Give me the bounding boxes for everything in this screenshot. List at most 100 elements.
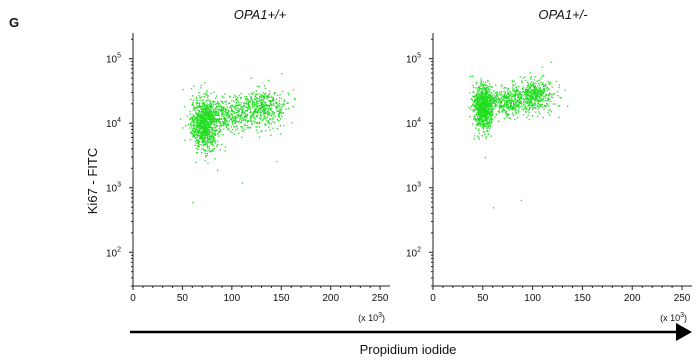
data-point — [541, 90, 543, 92]
data-point — [196, 99, 198, 102]
data-point — [491, 121, 493, 123]
data-point — [257, 114, 259, 117]
data-point — [542, 83, 544, 85]
data-point — [263, 97, 265, 99]
data-point — [484, 101, 486, 103]
data-point — [507, 100, 509, 103]
data-point — [193, 131, 195, 133]
data-point — [488, 94, 490, 96]
data-point — [202, 126, 205, 128]
data-point — [512, 115, 515, 117]
data-point — [523, 91, 525, 94]
data-point — [227, 124, 229, 127]
data-point — [474, 105, 477, 107]
data-point — [215, 130, 217, 132]
data-point — [482, 101, 485, 104]
data-point — [473, 110, 475, 113]
data-point — [244, 115, 247, 117]
data-point — [255, 126, 257, 128]
data-point — [213, 148, 216, 150]
data-point — [203, 108, 205, 110]
data-point — [485, 90, 487, 93]
data-point — [244, 112, 246, 115]
data-point — [535, 98, 537, 100]
data-point — [479, 92, 482, 94]
x-multiplier-label: (x 103) — [358, 312, 385, 323]
data-point — [259, 122, 261, 124]
data-point — [208, 126, 210, 128]
data-point — [271, 96, 273, 98]
data-point — [208, 116, 210, 119]
data-point — [495, 97, 497, 99]
data-point — [241, 112, 243, 114]
data-point — [195, 134, 197, 136]
data-point — [252, 114, 255, 116]
data-point — [515, 105, 518, 108]
data-point — [235, 102, 238, 104]
data-point — [552, 93, 554, 95]
data-point — [533, 99, 536, 101]
data-point — [534, 99, 536, 102]
data-point — [513, 93, 516, 96]
data-point — [252, 112, 254, 114]
data-point — [490, 101, 493, 103]
data-point — [280, 108, 282, 110]
data-point — [500, 103, 502, 105]
data-point — [511, 89, 514, 91]
data-point — [534, 86, 536, 88]
data-point — [539, 95, 541, 97]
data-point — [251, 104, 254, 106]
data-point — [490, 118, 492, 120]
data-point — [519, 92, 521, 94]
data-point — [195, 121, 198, 123]
data-point — [279, 133, 282, 135]
data-point — [533, 94, 535, 96]
data-point — [534, 104, 536, 106]
data-point — [511, 80, 513, 82]
data-point — [273, 93, 275, 95]
data-point — [204, 120, 207, 122]
data-point — [204, 152, 206, 155]
data-point — [250, 127, 252, 129]
data-point — [270, 109, 272, 112]
data-point — [198, 111, 200, 113]
data-point — [273, 92, 275, 94]
data-point — [475, 103, 477, 105]
data-point — [534, 94, 536, 96]
x-tick-label: 50 — [477, 293, 489, 304]
data-point — [481, 97, 483, 100]
data-point — [196, 101, 198, 103]
data-point — [476, 98, 478, 101]
data-point — [240, 92, 242, 95]
data-point — [522, 86, 524, 88]
data-point — [198, 114, 200, 116]
data-point — [265, 109, 267, 111]
data-point — [483, 87, 485, 89]
data-point — [481, 118, 483, 120]
data-point — [527, 90, 529, 92]
data-point — [540, 89, 542, 91]
data-point — [504, 109, 506, 111]
data-point — [490, 95, 492, 98]
data-point — [540, 77, 542, 80]
data-point — [483, 99, 485, 101]
data-point — [202, 120, 204, 122]
data-point — [259, 117, 261, 120]
data-point — [531, 98, 534, 100]
data-point — [205, 118, 208, 120]
data-point — [532, 91, 534, 94]
data-point — [482, 113, 485, 115]
data-point — [481, 123, 484, 126]
data-point — [205, 107, 207, 109]
data-point — [234, 122, 236, 124]
data-point — [255, 100, 257, 102]
data-point — [483, 92, 485, 94]
data-point — [482, 114, 484, 117]
data-point — [515, 102, 517, 104]
x-axis-label: Propidium iodide — [360, 342, 457, 357]
data-point — [542, 106, 544, 108]
data-point — [511, 112, 514, 114]
data-point — [512, 106, 514, 108]
data-point — [519, 102, 521, 104]
data-point — [481, 94, 483, 96]
